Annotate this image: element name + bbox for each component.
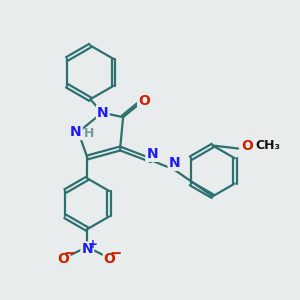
Text: +: + [88, 238, 98, 251]
Text: O: O [138, 94, 150, 108]
Text: −: − [63, 245, 76, 260]
Text: CH₃: CH₃ [256, 139, 280, 152]
Text: N: N [70, 125, 82, 139]
Text: O: O [241, 139, 253, 152]
Text: −: − [110, 245, 122, 260]
Text: N: N [97, 106, 109, 120]
Text: O: O [104, 252, 116, 266]
Text: N: N [146, 147, 158, 161]
Text: N: N [82, 242, 93, 256]
Text: O: O [58, 252, 69, 266]
Text: N: N [169, 156, 180, 170]
Text: H: H [84, 127, 94, 140]
